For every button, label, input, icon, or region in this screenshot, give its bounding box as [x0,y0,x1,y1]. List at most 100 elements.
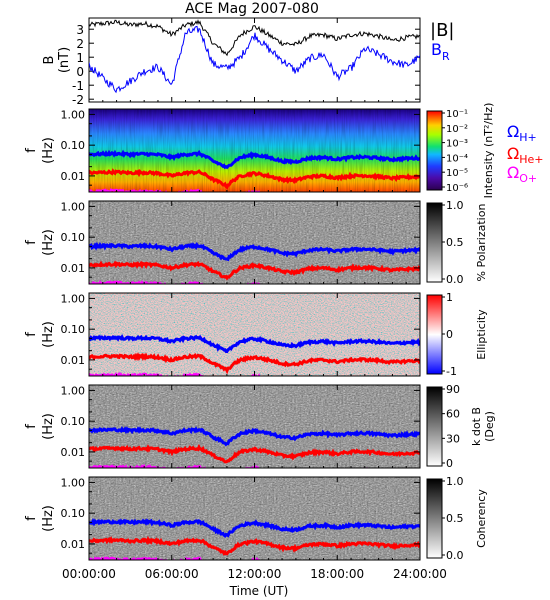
colorbar-tick-label: 10⁻¹ [446,109,468,120]
colorbar-tick-label: 10⁻³ [446,139,468,150]
colorbar [426,202,443,283]
series-b-r-line [89,25,420,94]
legend-he-plus-sub: He+ [519,153,543,166]
h-plus-gyro-line [89,241,420,262]
h-plus-gyro-line [89,149,420,170]
colorbar-label: Ellipticity [475,309,488,360]
he-plus-gyro-line [89,443,420,464]
y-tick-label: 0.10 [61,415,86,428]
colorbar-label: Coherency [475,489,488,548]
series-b-total-line [89,19,420,57]
panel-coherency: 1.00 0.10 0.01 f (Hz) 1.0 0.5 0.0 Coherency [24,475,488,562]
h-plus-gyro-line [89,334,420,354]
y-tick-label: 1.00 [61,200,86,213]
y-tick-label: 0.10 [61,323,86,336]
panel-ylabel-unit: (Hz) [41,137,56,164]
colorbar-label: (Deg) [483,411,496,442]
colorbar [426,478,443,559]
colorbar-tick-label: 60 [446,408,460,421]
colorbar-tick-label: 10⁻⁶ [446,183,468,194]
legend-b-r-main: B [431,40,442,59]
he-plus-gyro-line [89,535,420,557]
legend-he-plus: ΩHe+ [507,144,544,166]
panel-image [89,201,420,284]
legend-h-plus-sub: H+ [519,131,537,144]
colorbar-label: Intensity (nT²/Hz) [482,103,495,199]
y-tick-label: 1.00 [61,108,86,121]
y-tick-label: 0.10 [61,231,86,244]
panel-image [89,385,420,468]
panel-ylabel-f: f [24,148,39,153]
x-tick-label: 06:00:00 [145,567,199,581]
panel-ylabel-unit: (Hz) [41,505,56,532]
colorbar-tick-label: 0.0 [446,549,464,562]
colorbar-tick-label: 1.0 [446,475,464,488]
legend-b-total: |B| [430,20,454,41]
x-tick-label: 24:00:00 [393,567,447,581]
b-y-tick-label: -2 [72,93,84,107]
colorbar-tick-label: 1 [446,291,453,304]
panel-intensity: 1.00 0.10 0.01 f (Hz) 10⁻¹ 10⁻² 10⁻³ 10⁻⁴ 10⁻⁵ 10⁻… [24,103,495,199]
colorbar-tick-label: 1.0 [446,199,464,212]
y-tick-label: 0.10 [61,507,86,520]
spectral-panels: 1.000.100.01f (Hz)10⁻¹10⁻²10⁻³10⁻⁴10⁻⁵10⁻… [24,103,496,562]
he-plus-gyro-line [89,168,420,190]
b-y-tick-label: 1 [76,51,84,65]
legend-o-plus-sub: O+ [519,172,537,185]
b-y-tick-label: 3 [76,23,84,37]
b-y-tick-label: -1 [72,79,84,93]
x-tick-label: 12:00:00 [228,567,282,581]
panel-ylabel-unit: (Hz) [41,321,56,348]
he-plus-gyro-line [89,260,420,281]
panel-ylabel-unit: (Hz) [41,229,56,256]
b-ylabel-1: B [42,56,57,65]
h-plus-gyro-line [89,426,420,447]
y-tick-label: 0.01 [61,354,86,367]
y-tick-label: 0.10 [61,139,86,152]
panel-ylabel-unit: (Hz) [41,413,56,440]
colorbar-tick-label: 0.5 [446,512,464,525]
b-panel-frame [88,17,421,103]
legend-b-r: BR [431,40,450,63]
x-tick-label: 18:00:00 [310,567,364,581]
figure-title: ACE Mag 2007-080 [185,1,319,17]
panel-ylabel-f: f [24,424,39,429]
legend-h-plus-main: Ω [507,122,519,141]
x-tick-labels: 00:00:00 06:00:00 12:00:00 18:00:00 24:00:00 [62,18,447,581]
h-plus-gyro-line [89,517,420,539]
panel-ylabel-f: f [24,240,39,245]
panel-image [89,293,420,376]
b-y-tick-label: 2 [76,37,84,51]
panel-ylabel-f: f [24,516,39,521]
y-tick-label: 1.00 [61,292,86,305]
colorbar [426,294,443,375]
colorbar [426,110,443,191]
legend-o-plus: ΩO+ [507,163,537,185]
gyro-legend: ΩH+ ΩHe+ ΩO+ [507,122,544,185]
panel-polarization: 1.00 0.10 0.01 f (Hz) 1.0 0.5 0.0 % Polarization [24,199,488,286]
b-ylabel-2: (nT) [57,47,72,73]
panel-image [89,477,420,560]
colorbar [426,386,443,467]
colorbar-tick-label: 90 [446,383,460,396]
y-tick-label: 1.00 [61,384,86,397]
colorbar-tick-label: 0.0 [446,273,464,286]
panel-angle: 1.00 0.10 0.01 f (Hz) 90 60 30 0 k dot B (Deg) [24,383,496,470]
legend-b-r-sub: R [442,50,450,63]
legend-h-plus: ΩH+ [507,122,537,144]
x-tick-label: 00:00:00 [62,567,116,581]
colorbar-label: % Polarization [475,204,488,282]
colorbar-label: k dot B [470,407,483,446]
y-tick-label: 0.01 [61,446,86,459]
b-y-tick-label: 0 [76,65,84,79]
panel-ellipticity: 1.00 0.10 0.01 f (Hz) 1 0 -1 Ellipticity [24,291,488,378]
y-tick-label: 0.01 [61,538,86,551]
x-axis-label: Time (UT) [229,584,289,598]
colorbar-tick-label: 0 [446,457,453,470]
colorbar-tick-label: 0.5 [446,236,464,249]
y-tick-label: 0.01 [61,262,86,275]
he-plus-gyro-line [89,352,420,375]
